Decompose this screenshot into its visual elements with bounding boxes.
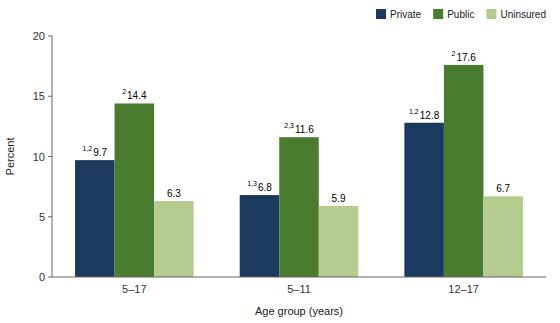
y-tick-label: 20 xyxy=(33,30,45,42)
data-label: 9.7 xyxy=(93,147,107,158)
data-label: 5.9 xyxy=(332,193,346,204)
bar xyxy=(483,196,523,277)
x-axis xyxy=(52,277,546,278)
superscript: 2,3 xyxy=(284,122,294,129)
legend-label: Public xyxy=(447,9,474,20)
data-label: 6.8 xyxy=(258,182,272,193)
legend-item: Uninsured xyxy=(486,9,546,20)
bar xyxy=(240,195,280,277)
data-label: 14.4 xyxy=(127,90,147,101)
y-tick xyxy=(48,277,52,278)
legend-label: Uninsured xyxy=(500,9,546,20)
legend-swatch xyxy=(486,9,496,19)
y-tick xyxy=(48,36,52,37)
data-label: 11.6 xyxy=(295,124,314,135)
data-label: 17.6 xyxy=(456,52,476,63)
y-tick-label: 5 xyxy=(39,211,45,223)
bar xyxy=(75,160,115,277)
superscript: 1,2 xyxy=(82,145,92,152)
data-label: 12.8 xyxy=(420,110,440,121)
legend-label: Private xyxy=(390,9,422,20)
bar xyxy=(115,103,155,277)
bar xyxy=(404,123,444,277)
legend: Private Public Uninsured xyxy=(376,9,546,20)
superscript: 2 xyxy=(451,50,455,57)
x-tick-label: 5–11 xyxy=(287,283,311,295)
y-tick xyxy=(48,156,52,157)
bar xyxy=(319,206,359,277)
x-tick-label: 5–17 xyxy=(122,283,146,295)
data-label: 6.7 xyxy=(496,183,510,194)
legend-swatch xyxy=(433,9,443,19)
x-axis-label: Age group (years) xyxy=(255,305,343,317)
y-tick-label: 10 xyxy=(33,151,45,163)
bars xyxy=(75,65,523,277)
bar xyxy=(279,137,319,277)
superscript: 1,3 xyxy=(247,180,257,187)
y-tick xyxy=(48,216,52,217)
superscript: 1,2 xyxy=(409,108,419,115)
bar xyxy=(154,201,194,277)
legend-item: Private xyxy=(376,9,422,20)
y-axis xyxy=(52,36,53,277)
chart: 051015209.71,26.81,312.81,214.4211.62,31… xyxy=(0,0,560,323)
data-label: 6.3 xyxy=(167,188,181,199)
x-tick-label: 12–17 xyxy=(448,283,479,295)
y-axis-label: Percent xyxy=(4,138,16,176)
bar xyxy=(444,65,484,277)
y-tick-label: 15 xyxy=(33,90,45,102)
y-tick-label: 0 xyxy=(39,271,45,283)
y-tick xyxy=(48,96,52,97)
legend-item: Public xyxy=(433,9,474,20)
legend-swatch xyxy=(376,9,386,19)
superscript: 2 xyxy=(122,88,126,95)
